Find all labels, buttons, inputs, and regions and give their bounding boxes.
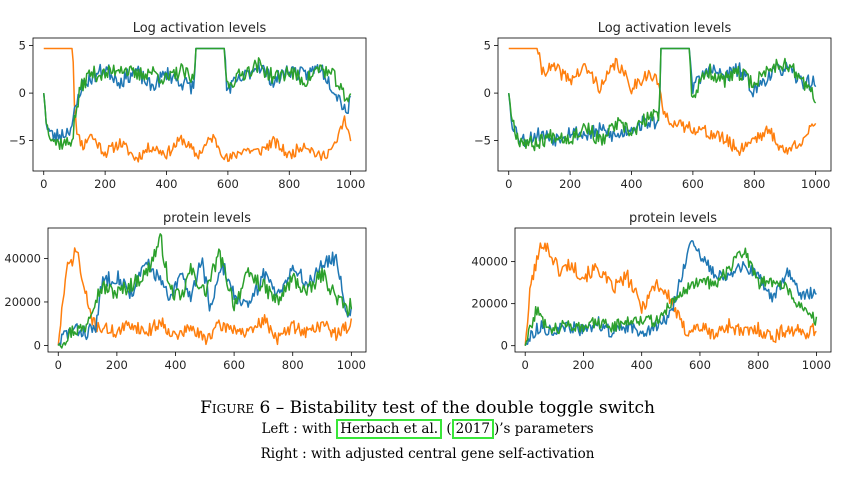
chart-left-protein: protein levels 0 200 400 600 800 1000 0 20000 400… [4, 211, 367, 372]
y-tick-label: 40000 [4, 251, 41, 265]
chart-title: protein levels [629, 211, 717, 226]
series-line-orange [524, 242, 817, 346]
caption-left-open: ( [442, 421, 452, 437]
x-tick-label: 600 [689, 358, 711, 372]
series-line-green [42, 47, 352, 150]
y-tick-label: −5 [474, 134, 491, 148]
caption-right-line: Right : with adjusted central gene self-… [0, 446, 855, 462]
x-tick-label: 600 [217, 177, 239, 191]
y-tick-label: 20000 [471, 297, 508, 311]
x-tick-label: 1000 [801, 177, 830, 191]
y-tick-label: 40000 [471, 255, 508, 269]
x-tick-label: 0 [505, 177, 512, 191]
chart-title: protein levels [163, 211, 251, 226]
x-tick-label: 200 [94, 177, 116, 191]
x-tick-label: 800 [747, 358, 769, 372]
x-tick-label: 0 [55, 358, 62, 372]
y-tick-label: 5 [19, 39, 26, 53]
y-tick-label: 20000 [4, 295, 41, 309]
plot-frame [32, 37, 367, 172]
y-tick-label: 5 [484, 39, 491, 53]
caption-left-suffix: )’s parameters [493, 421, 594, 437]
y-tick-label: 0 [34, 338, 41, 352]
series-line-green [524, 247, 818, 346]
series-line-blue [524, 240, 817, 347]
x-tick-label: 400 [621, 177, 643, 191]
x-tick-label: 200 [106, 358, 128, 372]
chart-right-protein: protein levels 0 200 400 600 800 1000 0 20000 400… [471, 211, 832, 372]
caption-left-prefix: Left : with [261, 421, 337, 437]
chart-title: Log activation levels [133, 21, 267, 36]
plot-frame [47, 227, 367, 353]
x-tick-label: 800 [278, 177, 300, 191]
caption-left-line: Left : with Herbach et al. (2017)’s para… [0, 419, 855, 439]
series-line-orange [508, 47, 817, 157]
x-tick-label: 0 [40, 177, 47, 191]
caption-right-text: Right : with adjusted central gene self-… [260, 446, 595, 462]
x-tick-label: 600 [223, 358, 245, 372]
figure-label: Figure 6 [200, 398, 271, 418]
citation-link-author[interactable]: Herbach et al. [336, 419, 443, 439]
x-tick-label: 0 [522, 358, 529, 372]
x-tick-label: 200 [572, 358, 594, 372]
figure-caption: Figure 6 – Bistability test of the doubl… [0, 398, 855, 418]
x-tick-label: 1000 [802, 358, 831, 372]
x-tick-label: 400 [631, 358, 653, 372]
series-line-orange [57, 247, 353, 346]
x-tick-label: 800 [743, 177, 765, 191]
x-tick-label: 800 [282, 358, 304, 372]
series-line-blue [42, 47, 352, 142]
x-tick-label: 1000 [336, 177, 365, 191]
y-tick-label: 0 [19, 86, 26, 100]
series-line-orange [43, 47, 352, 163]
plot-frame [497, 37, 832, 172]
chart-title: Log activation levels [598, 21, 732, 36]
x-tick-label: 600 [682, 177, 704, 191]
series-line-blue [57, 251, 353, 346]
citation-link-year[interactable]: 2017 [451, 419, 494, 439]
plot-frame [514, 227, 832, 353]
chart-right-log: Log activation levels 0 200 400 600 800 1000 −5… [474, 21, 832, 191]
y-tick-label: −5 [9, 134, 26, 148]
series-line-green [507, 47, 817, 152]
series-line-green [57, 233, 353, 349]
x-tick-label: 400 [156, 177, 178, 191]
x-tick-label: 200 [559, 177, 581, 191]
chart-left-log: Log activation levels 0 200 400 600 800 1000 −5… [9, 21, 367, 191]
x-tick-label: 400 [165, 358, 187, 372]
figure-caption-text: – Bistability test of the double toggle … [270, 398, 655, 418]
y-tick-label: 0 [484, 86, 491, 100]
y-tick-label: 0 [501, 339, 508, 353]
x-tick-label: 1000 [337, 358, 366, 372]
